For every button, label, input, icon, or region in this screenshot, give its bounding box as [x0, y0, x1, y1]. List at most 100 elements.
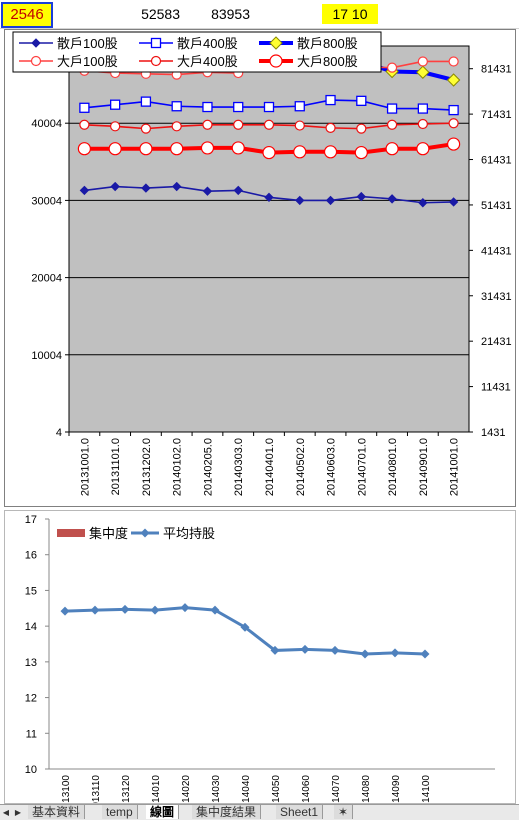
- legend-swatch: [57, 529, 85, 537]
- x-tick-label: 2014050: [271, 775, 282, 803]
- data-point: [325, 94, 336, 106]
- x-tick-label: 2014020: [181, 775, 192, 803]
- y-tick-label: 13: [25, 657, 37, 669]
- data-point: [386, 119, 398, 130]
- tab-prev-icon[interactable]: ▶: [14, 808, 22, 817]
- legend-marker: [140, 528, 150, 538]
- data-point: [200, 141, 215, 155]
- data-point: [448, 56, 459, 67]
- data-point: [110, 121, 121, 132]
- legend-label: 散戶400股: [177, 36, 238, 51]
- right-tick-label: 61431: [481, 155, 512, 167]
- tab-concentration-result[interactable]: 集中度結果: [192, 805, 262, 819]
- tab-basic-data[interactable]: 基本資料: [28, 805, 86, 819]
- left-tick-label: 4: [56, 427, 62, 439]
- legend-label: 大戶400股: [177, 54, 238, 69]
- legend-marker: [30, 55, 42, 67]
- y-tick-label: 16: [25, 550, 37, 562]
- data-point: [356, 191, 367, 202]
- x-tick-label: 20140303.0: [233, 438, 245, 496]
- tab-temp[interactable]: temp: [102, 805, 138, 819]
- insert-sheet-icon[interactable]: ✶: [334, 805, 354, 819]
- legend-marker: [269, 54, 283, 68]
- tab-sheet1[interactable]: Sheet1: [276, 805, 324, 819]
- data-point: [294, 101, 305, 112]
- right-tick-label: 51431: [481, 200, 512, 212]
- value-cell-a[interactable]: 52583: [141, 6, 180, 22]
- tab-line-chart[interactable]: 線圖: [146, 805, 180, 819]
- data-point: [420, 649, 430, 659]
- data-point: [79, 102, 90, 113]
- left-tick-label: 20004: [31, 273, 62, 285]
- data-point: [108, 142, 122, 156]
- legend-box: [12, 31, 382, 73]
- legend-marker: [150, 37, 162, 49]
- x-tick-label: 20140102.0: [172, 438, 184, 496]
- data-point: [356, 95, 367, 106]
- data-point: [387, 194, 397, 204]
- y-tick-label: 17: [25, 514, 37, 526]
- data-point: [390, 648, 400, 658]
- data-point: [262, 145, 276, 160]
- data-point: [356, 123, 367, 134]
- data-point: [139, 142, 153, 156]
- x-tick-label: 20140401.0: [264, 438, 276, 496]
- legend-marker: [150, 55, 162, 67]
- data-point: [325, 195, 336, 206]
- x-tick-label: 20140701.0: [356, 438, 368, 496]
- series-average-holding: [60, 603, 430, 659]
- average-holding-chart[interactable]: 10 11 12 13 14 15 16 17 2013100 2013110 2013120 201…: [4, 510, 516, 804]
- data-point: [446, 73, 461, 87]
- legend-marker: [269, 36, 283, 50]
- data-point: [263, 119, 275, 130]
- data-point: [231, 141, 245, 155]
- x-tick-label: 2014040: [241, 775, 252, 803]
- data-point: [171, 101, 182, 112]
- data-point: [448, 118, 459, 129]
- x-tick-label: 20131101.0: [110, 438, 122, 495]
- data-point: [110, 99, 121, 110]
- data-point: [240, 622, 250, 632]
- legend-marker: [31, 38, 41, 48]
- data-point: [447, 137, 461, 151]
- x-tick-label: 2014010: [151, 775, 162, 803]
- data-point: [180, 603, 190, 613]
- data-point: [233, 119, 244, 130]
- x-tick-label: 20131202.0: [141, 438, 153, 496]
- data-point: [60, 606, 70, 616]
- data-point: [90, 605, 100, 615]
- right-tick-label: 41431: [481, 245, 512, 257]
- legend-label: 散戶800股: [297, 36, 358, 51]
- tab-first-icon[interactable]: ◀: [2, 808, 10, 817]
- spreadsheet-row: 2546 52583 83953 17 10: [0, 0, 519, 29]
- x-tick-label: 20141001.0: [449, 438, 461, 496]
- right-tick-label: 81431: [481, 64, 512, 76]
- data-point: [233, 185, 243, 196]
- holder-distribution-chart[interactable]: 4 10004 20004 30004 40004 1431 11431 21431 31431…: [4, 29, 516, 507]
- data-point: [171, 181, 182, 192]
- data-point: [417, 103, 428, 114]
- x-tick-label: 2013120: [121, 775, 132, 803]
- legend: 集中度 平均持股: [57, 526, 215, 541]
- left-tick-label: 40004: [31, 118, 62, 130]
- data-point: [295, 195, 305, 206]
- value-cell-b[interactable]: 83953: [211, 6, 250, 22]
- data-point: [202, 101, 213, 113]
- highlight-cell[interactable]: 17 10: [322, 4, 378, 24]
- holder-distribution-svg: 4 10004 20004 30004 40004 1431 11431 21431 31431…: [12, 31, 512, 496]
- y-tick-label: 15: [25, 585, 37, 597]
- x-tick-label: 2013100: [61, 775, 72, 803]
- series-6: [77, 137, 461, 160]
- data-point: [416, 142, 430, 156]
- stock-id-cell[interactable]: 2546: [1, 2, 53, 28]
- x-tick-label: 2014100: [421, 775, 432, 803]
- data-point: [264, 192, 274, 203]
- y-tick-label: 11: [26, 728, 37, 740]
- data-point: [330, 645, 340, 655]
- data-point: [79, 119, 90, 130]
- data-point: [323, 145, 338, 159]
- data-point: [170, 142, 184, 156]
- legend-label: 集中度: [89, 526, 128, 541]
- data-point: [77, 142, 91, 156]
